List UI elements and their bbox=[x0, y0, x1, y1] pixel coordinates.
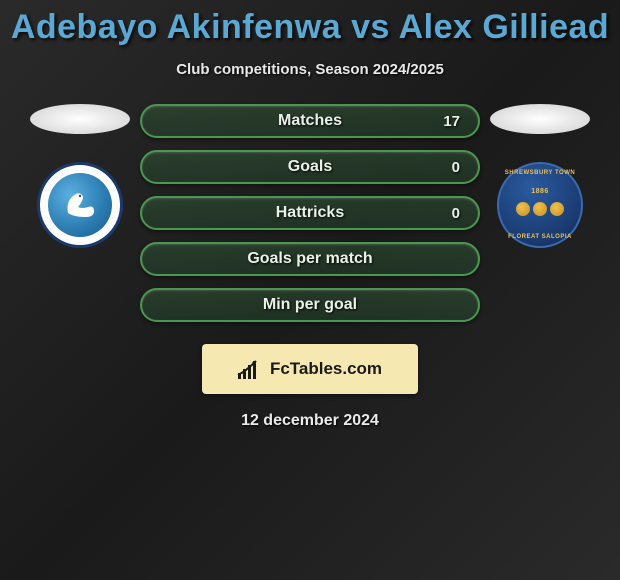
left-side bbox=[20, 104, 140, 248]
badge-text-bottom: FLOREAT SALOPIA bbox=[508, 234, 572, 240]
lion-icon bbox=[550, 202, 564, 216]
badge-text-top: SHREWSBURY TOWN bbox=[505, 170, 575, 176]
page-title: Adebayo Akinfenwa vs Alex Gilliead bbox=[0, 0, 620, 47]
lion-icon bbox=[533, 202, 547, 216]
stat-bar-goals: Goals 0 bbox=[140, 150, 480, 184]
date-text: 12 december 2024 bbox=[0, 412, 620, 430]
stat-label: Goals per match bbox=[247, 250, 372, 268]
stat-value: 17 bbox=[443, 113, 460, 130]
subtitle: Club competitions, Season 2024/2025 bbox=[0, 61, 620, 78]
shrewsbury-town-badge: SHREWSBURY TOWN 1886 FLOREAT SALOPIA bbox=[497, 162, 583, 248]
badge-year: 1886 bbox=[531, 188, 549, 195]
stat-bar-goals-per-match: Goals per match bbox=[140, 242, 480, 276]
stat-bar-hattricks: Hattricks 0 bbox=[140, 196, 480, 230]
stat-bars: Matches 17 Goals 0 Hattricks 0 Goals per… bbox=[140, 104, 480, 322]
stat-label: Matches bbox=[278, 112, 342, 130]
stat-label: Min per goal bbox=[263, 296, 357, 314]
brand-text: FcTables.com bbox=[270, 359, 382, 379]
badge-inner bbox=[48, 173, 112, 237]
swan-icon bbox=[58, 183, 102, 227]
lion-icon bbox=[516, 202, 530, 216]
right-player-slot bbox=[490, 104, 590, 134]
right-side: SHREWSBURY TOWN 1886 FLOREAT SALOPIA bbox=[480, 104, 600, 248]
stat-bar-min-per-goal: Min per goal bbox=[140, 288, 480, 322]
stat-value: 0 bbox=[452, 205, 460, 222]
fctables-logo-icon bbox=[238, 359, 264, 379]
lions-icon bbox=[516, 202, 564, 216]
left-player-slot bbox=[30, 104, 130, 134]
stat-bar-matches: Matches 17 bbox=[140, 104, 480, 138]
brand-badge[interactable]: FcTables.com bbox=[202, 344, 418, 394]
comparison-content: Matches 17 Goals 0 Hattricks 0 Goals per… bbox=[0, 104, 620, 322]
stat-label: Goals bbox=[288, 158, 332, 176]
stat-label: Hattricks bbox=[276, 204, 344, 222]
wycombe-wanderers-badge bbox=[37, 162, 123, 248]
stat-value: 0 bbox=[452, 159, 460, 176]
